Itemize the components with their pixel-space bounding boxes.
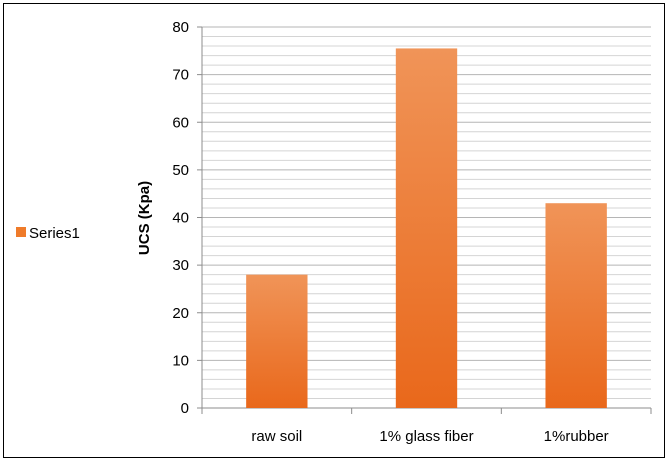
legend: Series1 <box>16 225 80 242</box>
y-tick-label: 80 <box>172 19 189 36</box>
bars <box>246 48 607 409</box>
y-tick-label: 60 <box>172 114 189 131</box>
y-axis-title: UCS (Kpa) <box>136 181 153 255</box>
legend-label-series1: Series1 <box>29 225 80 242</box>
bar-1-glass-fiber <box>395 48 458 409</box>
y-tick-label: 70 <box>172 67 189 84</box>
y-tick-label: 20 <box>172 305 189 322</box>
bar-raw-soil <box>246 274 308 408</box>
x-tick-label: raw soil <box>251 428 302 445</box>
x-tick-label: 1% glass fiber <box>379 428 473 445</box>
legend-swatch <box>16 227 26 237</box>
y-tick-label: 10 <box>172 352 189 369</box>
y-tick-label: 50 <box>172 162 189 179</box>
y-tick-label: 30 <box>172 257 189 274</box>
bar-1-rubber <box>545 203 607 408</box>
y-tick-label: 0 <box>181 400 189 417</box>
tick-labels: 0 10 20 30 40 50 60 70 80 raw soil 1% glass fiber 1… <box>172 19 608 445</box>
x-tick-label: 1%rubber <box>544 428 609 445</box>
y-tick-label: 40 <box>172 210 189 227</box>
